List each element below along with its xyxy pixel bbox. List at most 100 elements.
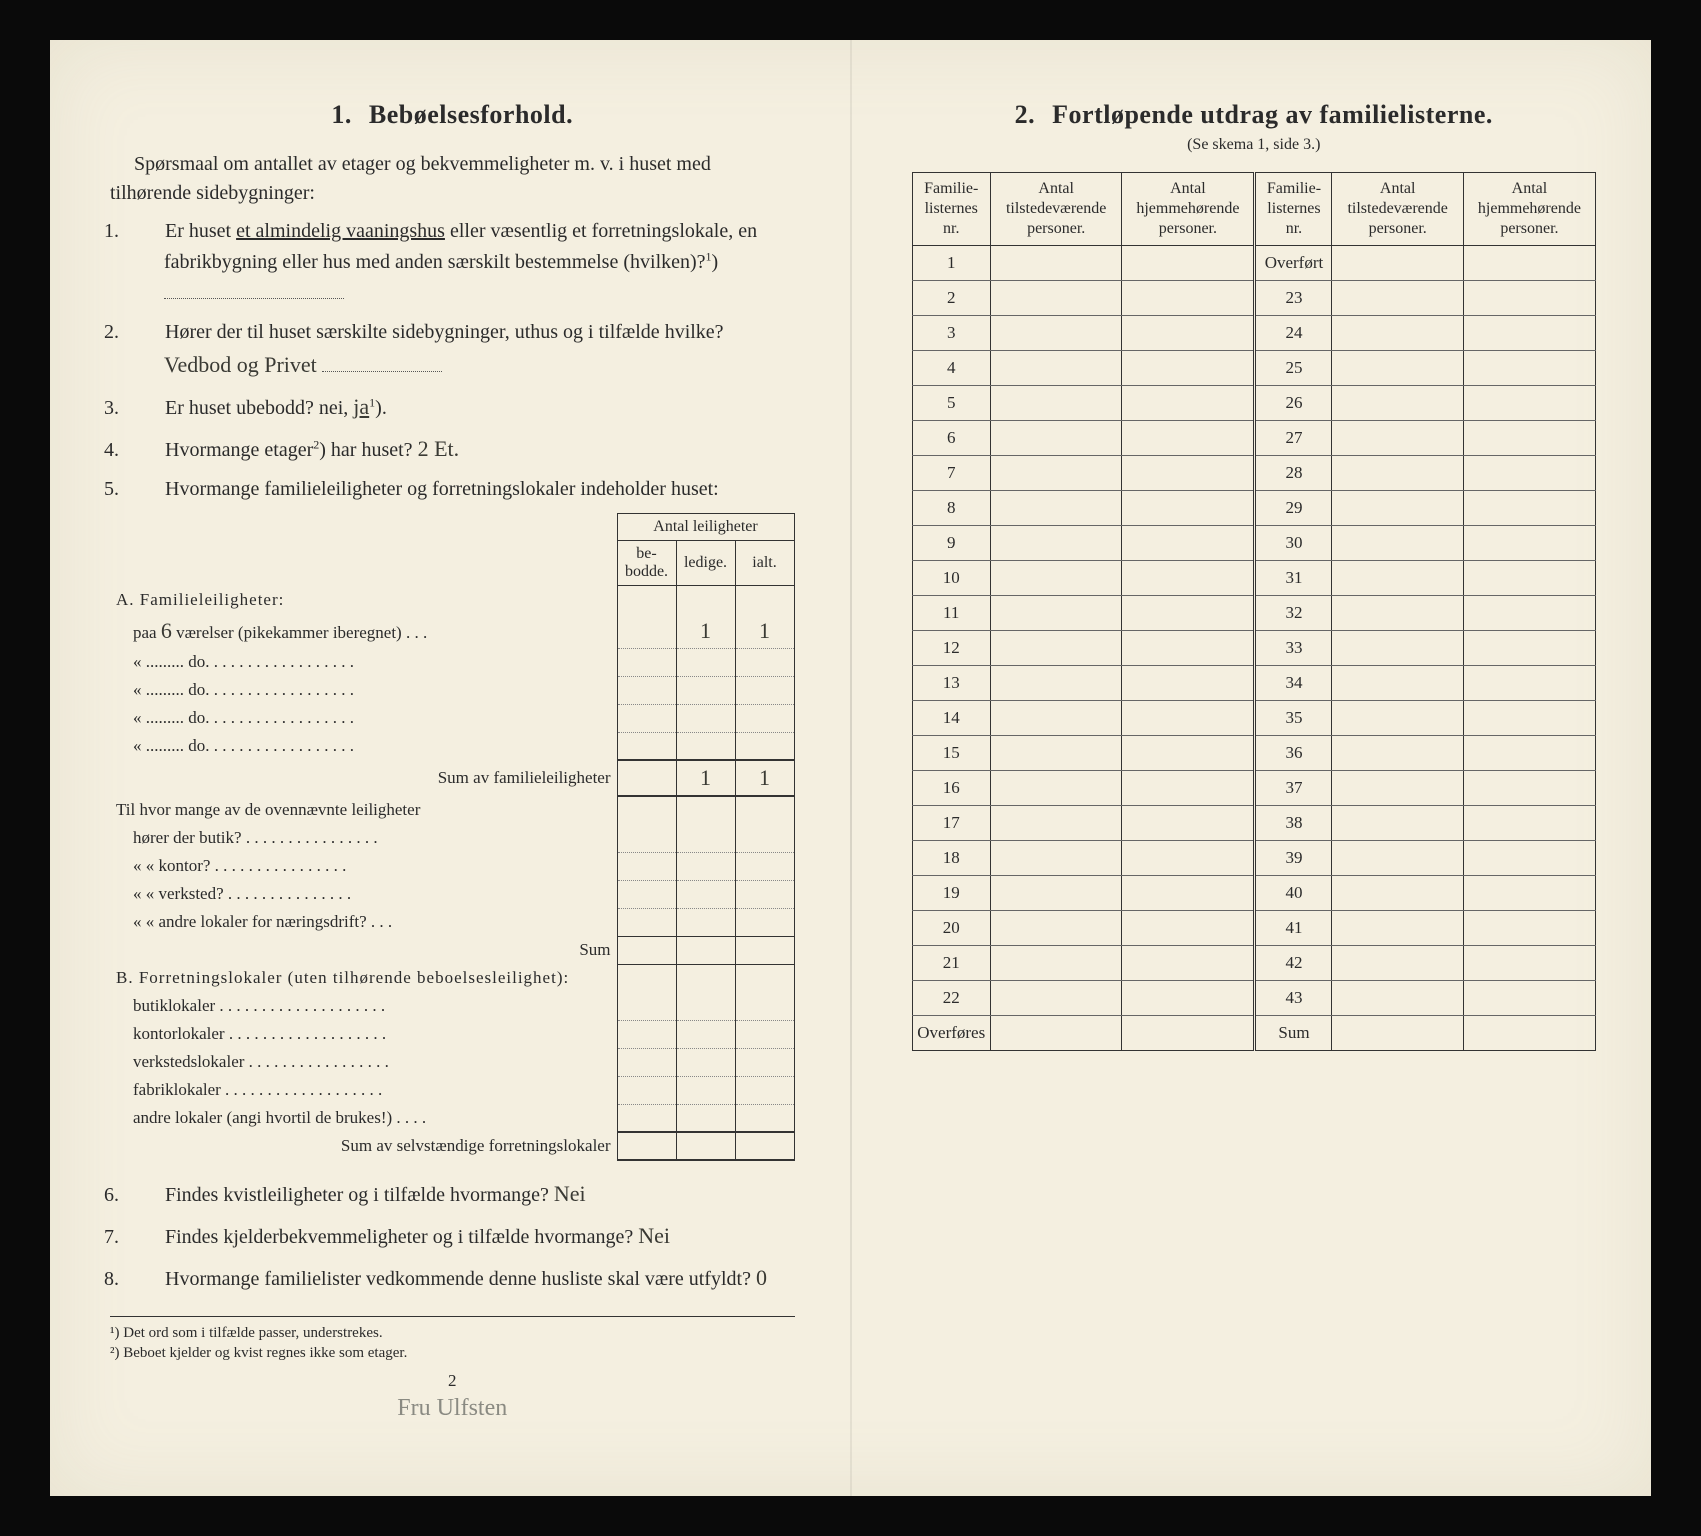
- q3-tail: ).: [375, 397, 387, 419]
- fam-right-resident: [1463, 316, 1595, 351]
- leil-cell: [676, 1076, 735, 1104]
- leil-cell: [617, 704, 676, 732]
- q8-num: 8.: [134, 1264, 160, 1295]
- fam-left-index: 1: [912, 246, 990, 281]
- footnote-2: ²) Beboet kjelder og kvist regnes ikke s…: [110, 1343, 795, 1363]
- q4-num: 4.: [134, 435, 160, 466]
- fam-left-present: [990, 771, 1121, 806]
- q7: 7. Findes kjelderbekvemmeligheter og i t…: [134, 1219, 795, 1253]
- fam-left-present: [990, 456, 1121, 491]
- q4-tail: ) har huset?: [319, 439, 412, 461]
- leil-row-label: fabriklokaler . . . . . . . . . . . . . …: [110, 1076, 617, 1104]
- leil-cell: [676, 824, 735, 852]
- family-list-table: Familie- listernes nr. Antal tilstedevær…: [912, 172, 1597, 1051]
- leil-cell: [676, 992, 735, 1020]
- fam-left-present: [990, 561, 1121, 596]
- section-2-heading: 2. Fortløpende utdrag av familielisterne…: [912, 100, 1597, 130]
- q7-hand: Nei: [638, 1223, 670, 1248]
- fam-left-resident: [1122, 806, 1255, 841]
- fam-left-resident: [1122, 316, 1255, 351]
- famtab-h5: Antal tilstedeværende personer.: [1332, 173, 1463, 246]
- fam-right-resident: [1463, 666, 1595, 701]
- leil-row-label: « « andre lokaler for næringsdrift? . . …: [110, 908, 617, 936]
- leil-cell: [617, 1104, 676, 1132]
- q5: 5. Hvormange familieleiligheter og forre…: [134, 474, 795, 505]
- fam-left-index: 13: [912, 666, 990, 701]
- leil-row-label: verkstedslokaler . . . . . . . . . . . .…: [110, 1048, 617, 1076]
- fam-right-resident: [1463, 701, 1595, 736]
- leil-cell: [735, 1076, 794, 1104]
- fam-right-resident: [1463, 281, 1595, 316]
- fam-left-index: 7: [912, 456, 990, 491]
- leiligheter-table: Antal leiligheter be- bodde. ledige. ial…: [110, 513, 795, 1161]
- q4: 4. Hvormange etager2) har huset? 2 Et.: [134, 432, 795, 466]
- fam-left-resident: [1122, 386, 1255, 421]
- fam-right-resident: [1463, 1016, 1595, 1051]
- fam-right-resident: [1463, 946, 1595, 981]
- fam-right-resident: [1463, 841, 1595, 876]
- fam-left-present: [990, 281, 1121, 316]
- famtab-h1: Familie- listernes nr.: [912, 173, 990, 246]
- leil-cell: [617, 936, 676, 964]
- leil-cell: [617, 676, 676, 704]
- fam-right-present: [1332, 736, 1463, 771]
- leil-cell: [676, 1020, 735, 1048]
- q5-num: 5.: [134, 474, 160, 505]
- q8-hand: 0: [756, 1265, 767, 1290]
- fam-right-index: 43: [1255, 981, 1332, 1016]
- fam-right-index: 28: [1255, 456, 1332, 491]
- q1-fill: [164, 298, 344, 299]
- leil-subtitle: B. Forretningslokaler (uten tilhørende b…: [110, 964, 617, 992]
- fam-left-index: 15: [912, 736, 990, 771]
- fam-right-index: 31: [1255, 561, 1332, 596]
- fam-right-resident: [1463, 631, 1595, 666]
- fam-right-resident: [1463, 911, 1595, 946]
- leil-cell: [676, 852, 735, 880]
- leil-head-group: Antal leiligheter: [617, 514, 794, 541]
- q3-underlined: ja: [353, 394, 369, 419]
- fam-right-resident: [1463, 736, 1595, 771]
- leil-row-label: hører der butik? . . . . . . . . . . . .…: [110, 824, 617, 852]
- fam-right-present: [1332, 701, 1463, 736]
- fam-left-present: [990, 351, 1121, 386]
- fam-right-index: 42: [1255, 946, 1332, 981]
- fam-left-present: [990, 421, 1121, 456]
- q3: 3. Er huset ubebodd? nei, ja1).: [134, 390, 795, 424]
- page-number-left: 2: [110, 1371, 795, 1391]
- pencil-annotation: Fru Ulfsten: [110, 1395, 795, 1422]
- leil-head-c3: ialt.: [735, 541, 794, 586]
- fam-left-index: 11: [912, 596, 990, 631]
- leil-cell: 1: [676, 614, 735, 649]
- q2: 2. Hører der til huset særskilte sidebyg…: [134, 317, 795, 382]
- fam-left-resident: [1122, 421, 1255, 456]
- fam-right-present: [1332, 666, 1463, 701]
- fam-right-resident: [1463, 981, 1595, 1016]
- q1-underlined: et almindelig vaaningshus: [236, 220, 445, 242]
- til-intro: Til hvor mange av de ovennævnte leilighe…: [110, 796, 617, 824]
- fam-right-resident: [1463, 491, 1595, 526]
- leil-cell: [735, 648, 794, 676]
- leil-row-label: paa 6 værelser (pikekammer iberegnet) . …: [110, 614, 617, 649]
- fam-right-present: [1332, 491, 1463, 526]
- fam-right-index: 33: [1255, 631, 1332, 666]
- fam-left-present: [990, 666, 1121, 701]
- leil-cell: [617, 1020, 676, 1048]
- q7-text: Findes kjelderbekvemmeligheter og i tilf…: [165, 1226, 633, 1248]
- fam-left-index: 9: [912, 526, 990, 561]
- leil-cell: [735, 908, 794, 936]
- fam-right-present: [1332, 281, 1463, 316]
- leil-cell: [735, 824, 794, 852]
- question-list: 1. Er huset et almindelig vaaningshus el…: [134, 216, 795, 505]
- fam-left-present: [990, 316, 1121, 351]
- fam-left-resident: [1122, 876, 1255, 911]
- leil-cell: [676, 704, 735, 732]
- fam-right-present: [1332, 946, 1463, 981]
- leil-subtitle: A. Familieleiligheter:: [110, 586, 617, 614]
- leil-cell: [735, 880, 794, 908]
- leil-cell: [676, 1132, 735, 1160]
- fam-right-index: Sum: [1255, 1016, 1332, 1051]
- fam-right-resident: [1463, 351, 1595, 386]
- fam-left-resident: [1122, 981, 1255, 1016]
- fam-right-resident: [1463, 246, 1595, 281]
- fam-right-present: [1332, 596, 1463, 631]
